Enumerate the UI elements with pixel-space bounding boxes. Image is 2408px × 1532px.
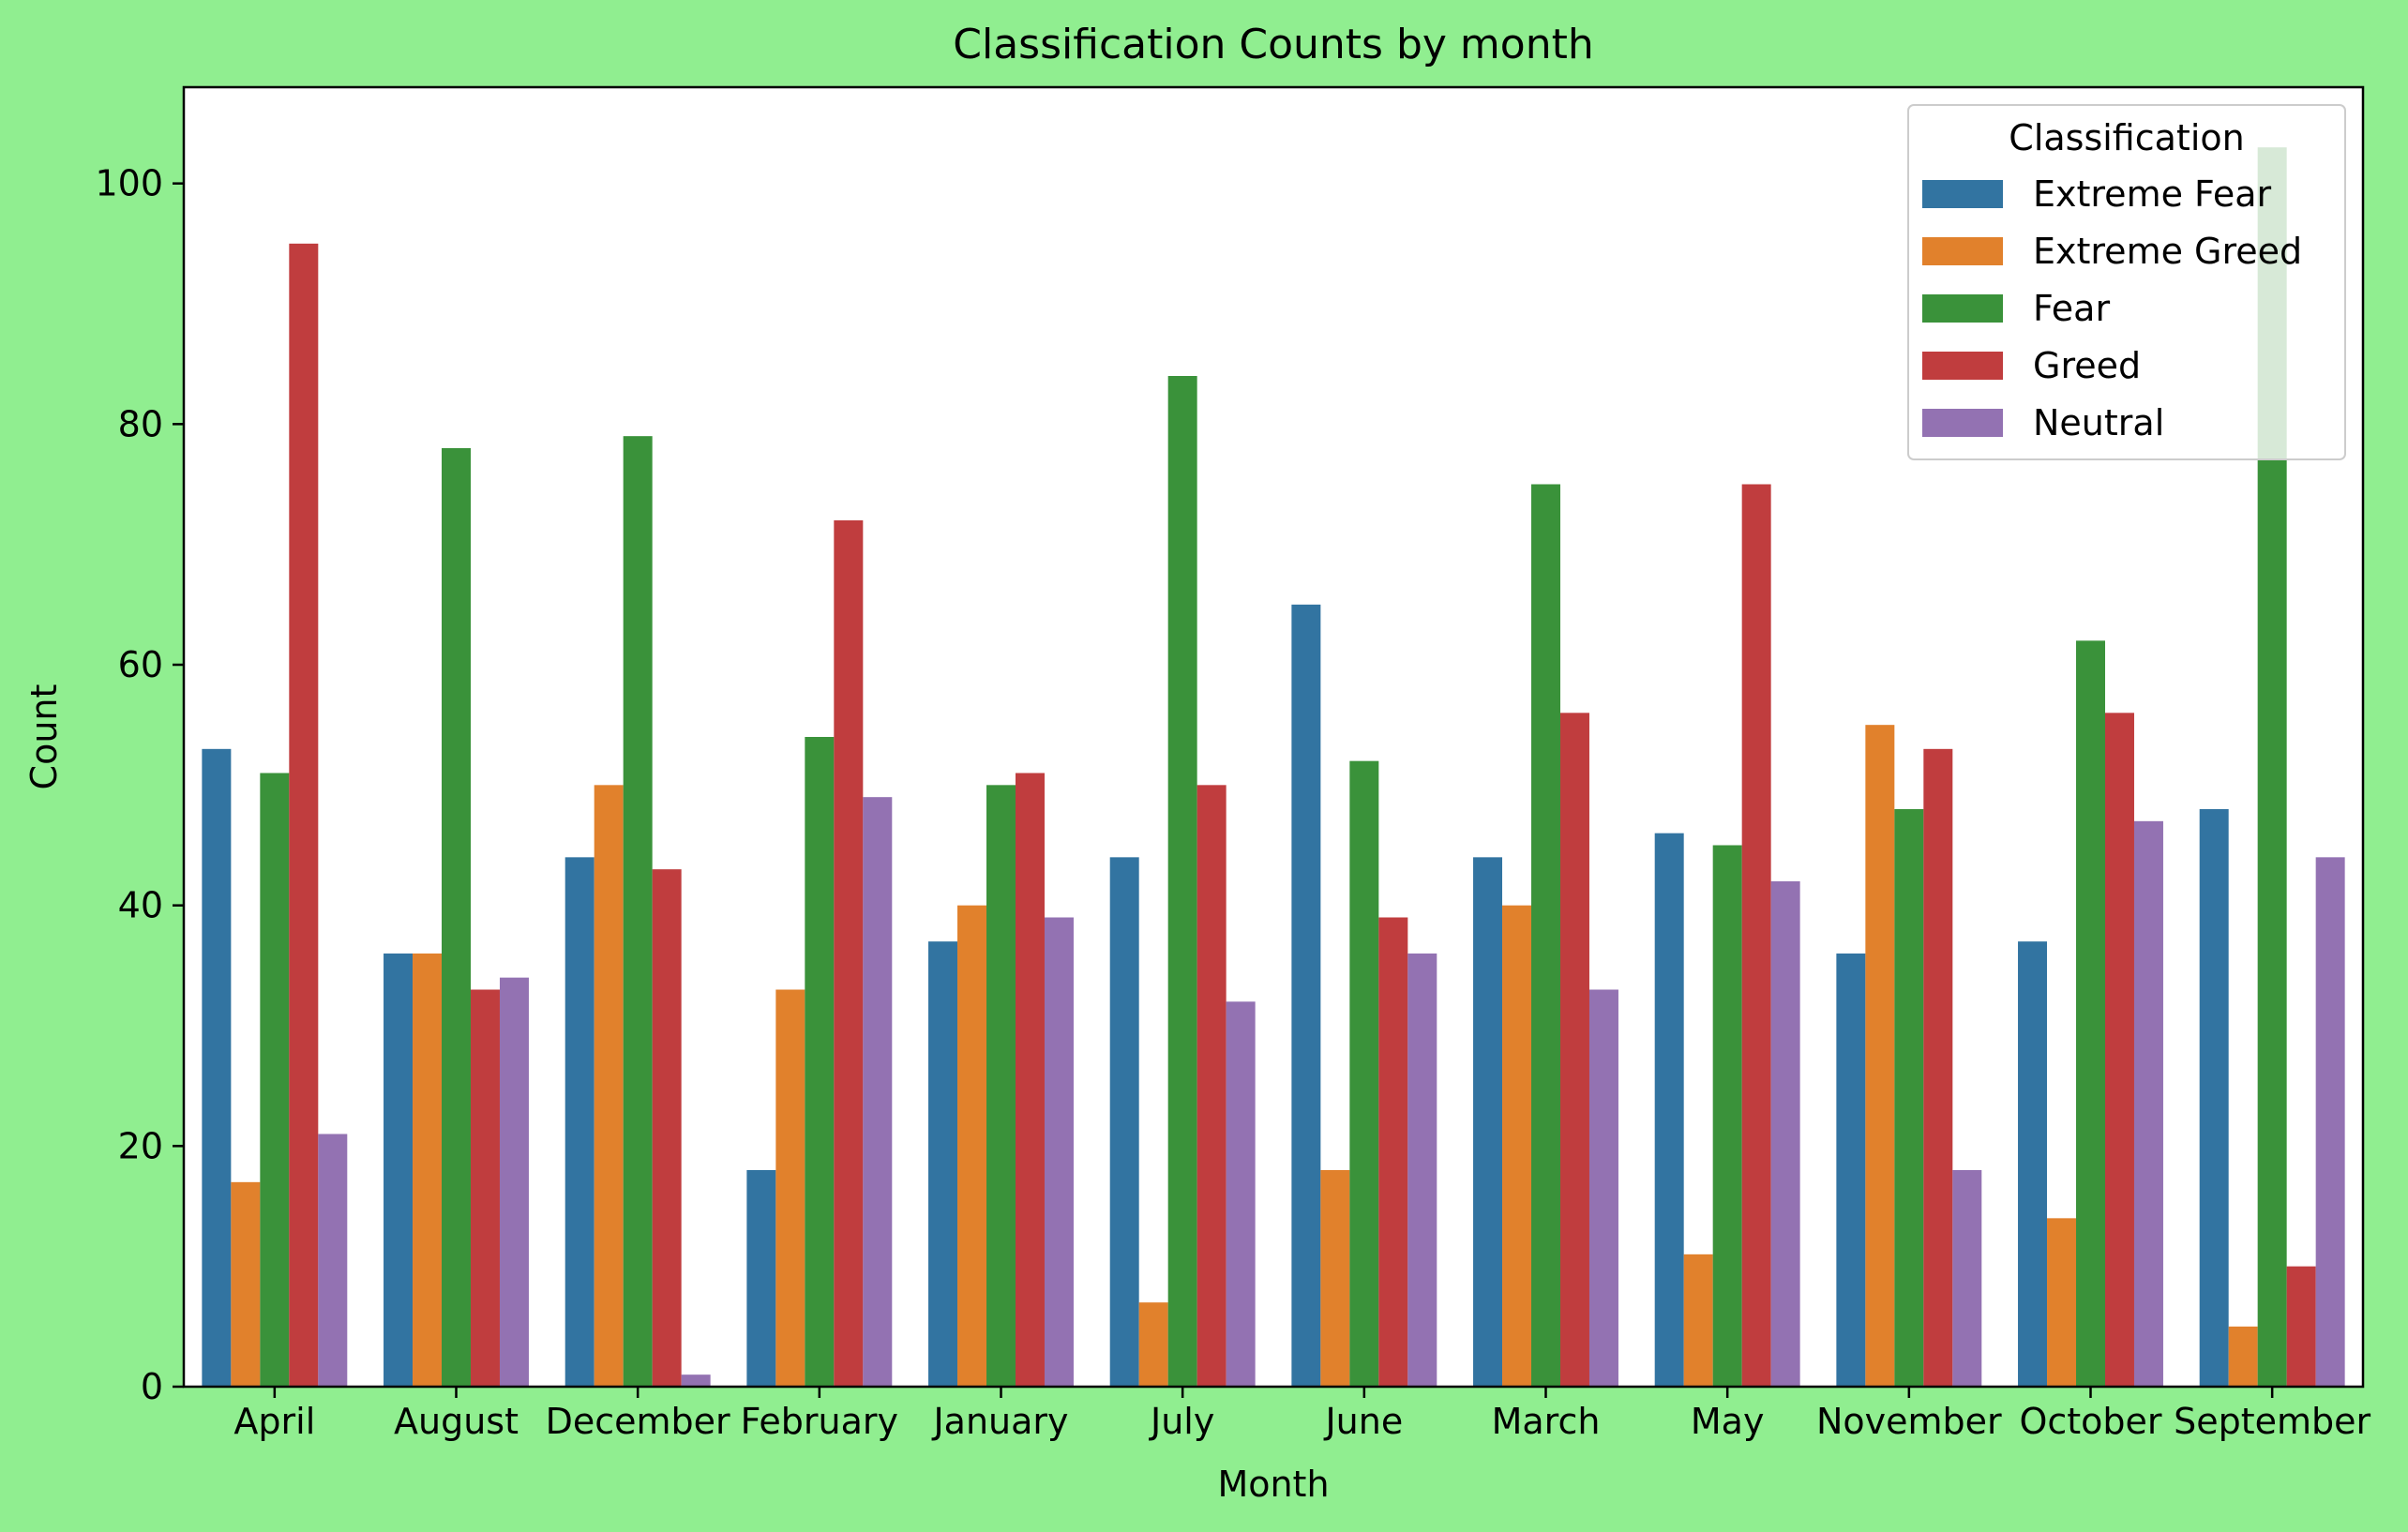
legend: Classification Extreme Fear Extreme Greed… bbox=[1907, 104, 2346, 460]
bar-greed-august bbox=[470, 989, 500, 1387]
bar-greed-april bbox=[289, 243, 319, 1388]
y-tick-label: 40 bbox=[118, 885, 163, 926]
bar-greed-february bbox=[834, 520, 864, 1387]
bar-extreme-fear-april bbox=[202, 748, 232, 1387]
y-ticks: 0 20 40 60 80 100 bbox=[95, 163, 184, 1407]
bar-neutral-march bbox=[1588, 989, 1618, 1387]
plot-frame bbox=[182, 85, 2365, 1389]
legend-label-fear: Fear bbox=[2033, 288, 2110, 329]
legend-swatch-fear bbox=[1922, 294, 2003, 323]
y-tick-label: 80 bbox=[118, 403, 163, 444]
bar-greed-november bbox=[1923, 748, 1953, 1387]
bar-neutral-april bbox=[318, 1134, 348, 1387]
bar-extreme-greed-january bbox=[957, 905, 987, 1387]
bar-neutral-november bbox=[1952, 1170, 1982, 1387]
bar-neutral-january bbox=[1044, 917, 1074, 1387]
bar-extreme-fear-march bbox=[1473, 857, 1503, 1387]
bar-neutral-december bbox=[681, 1374, 711, 1387]
legend-swatch-extreme-greed bbox=[1922, 237, 2003, 265]
bar-fear-february bbox=[805, 737, 835, 1387]
bar-fear-august bbox=[442, 448, 471, 1387]
x-tick-label: December bbox=[546, 1401, 730, 1442]
bar-fear-july bbox=[1167, 376, 1197, 1387]
x-ticks: April August December February January July Ju… bbox=[233, 1387, 2371, 1442]
bar-fear-march bbox=[1531, 484, 1560, 1387]
bar-extreme-greed-december bbox=[594, 785, 624, 1387]
x-tick-label: July bbox=[1149, 1401, 1214, 1442]
bar-neutral-february bbox=[863, 797, 893, 1387]
x-tick-label: October bbox=[2019, 1401, 2161, 1442]
legend-swatch-extreme-fear bbox=[1922, 180, 2003, 208]
bar-extreme-fear-june bbox=[1291, 604, 1321, 1387]
x-tick-label: August bbox=[394, 1401, 519, 1442]
x-tick-label: January bbox=[931, 1401, 1068, 1442]
bar-extreme-fear-may bbox=[1654, 833, 1684, 1387]
x-tick-label: March bbox=[1492, 1401, 1601, 1442]
y-tick-label: 100 bbox=[95, 163, 163, 204]
bar-greed-december bbox=[652, 869, 682, 1387]
bar-greed-may bbox=[1741, 484, 1771, 1387]
bar-neutral-august bbox=[499, 977, 529, 1387]
bar-fear-december bbox=[623, 436, 653, 1387]
bar-neutral-october bbox=[2133, 820, 2163, 1387]
legend-swatch-neutral bbox=[1922, 409, 2003, 437]
x-tick-label: April bbox=[233, 1401, 315, 1442]
x-tick-label: May bbox=[1691, 1401, 1765, 1442]
bar-greed-june bbox=[1378, 917, 1408, 1387]
chart-title: Classification Counts by month bbox=[953, 21, 1593, 68]
bars-group bbox=[202, 147, 2345, 1388]
bar-fear-june bbox=[1349, 760, 1379, 1387]
bar-extreme-greed-june bbox=[1320, 1170, 1350, 1387]
legend-label-extreme-greed: Extreme Greed bbox=[2033, 231, 2302, 272]
bar-neutral-june bbox=[1407, 954, 1437, 1387]
y-axis-label: Count bbox=[23, 684, 65, 790]
bar-neutral-july bbox=[1226, 1001, 1256, 1387]
bar-extreme-greed-september bbox=[2228, 1326, 2258, 1387]
bar-extreme-fear-july bbox=[1109, 857, 1139, 1387]
bar-greed-january bbox=[1015, 773, 1045, 1387]
bar-extreme-fear-september bbox=[2199, 809, 2229, 1387]
bar-extreme-fear-november bbox=[1836, 954, 1866, 1387]
legend-label-extreme-fear: Extreme Fear bbox=[2033, 173, 2271, 215]
x-tick-label: September bbox=[2174, 1401, 2370, 1442]
bar-extreme-greed-october bbox=[2047, 1218, 2077, 1387]
bar-extreme-greed-august bbox=[413, 954, 443, 1387]
bar-extreme-greed-april bbox=[231, 1181, 261, 1387]
x-tick-label: February bbox=[741, 1401, 898, 1442]
bar-extreme-fear-february bbox=[746, 1170, 776, 1387]
bar-extreme-fear-january bbox=[928, 941, 958, 1387]
y-tick-label: 60 bbox=[118, 644, 163, 685]
bar-extreme-fear-october bbox=[2018, 941, 2048, 1387]
bar-fear-april bbox=[260, 773, 290, 1387]
legend-items: Extreme Fear Extreme Greed Fear Greed Neutra… bbox=[1922, 173, 2302, 443]
legend-swatch-greed bbox=[1922, 352, 2003, 380]
bar-extreme-greed-february bbox=[775, 989, 805, 1387]
bar-greed-march bbox=[1559, 713, 1589, 1387]
bar-fear-october bbox=[2076, 640, 2105, 1387]
x-tick-label: June bbox=[1323, 1401, 1403, 1442]
bar-fear-november bbox=[1894, 809, 1924, 1387]
y-tick-label: 0 bbox=[141, 1366, 163, 1407]
bar-extreme-greed-may bbox=[1683, 1254, 1713, 1387]
y-tick-label: 20 bbox=[118, 1125, 163, 1166]
bar-extreme-greed-march bbox=[1502, 905, 1532, 1387]
bar-extreme-fear-december bbox=[564, 857, 594, 1387]
bar-neutral-may bbox=[1770, 881, 1800, 1387]
x-tick-label: November bbox=[1816, 1401, 2002, 1442]
legend-label-neutral: Neutral bbox=[2033, 402, 2164, 443]
bar-greed-september bbox=[2286, 1266, 2316, 1387]
legend-box bbox=[1907, 104, 2346, 460]
legend-label-greed: Greed bbox=[2033, 345, 2141, 386]
bar-extreme-greed-november bbox=[1865, 725, 1895, 1387]
legend-title: Classification bbox=[2009, 117, 2244, 158]
bar-extreme-fear-august bbox=[384, 954, 414, 1387]
bar-fear-may bbox=[1712, 845, 1742, 1387]
bar-greed-october bbox=[2104, 713, 2134, 1387]
bar-greed-july bbox=[1196, 785, 1227, 1387]
bar-neutral-september bbox=[2315, 857, 2345, 1387]
x-axis-label: Month bbox=[1217, 1464, 1329, 1505]
bar-fear-january bbox=[986, 785, 1016, 1387]
bar-extreme-greed-july bbox=[1138, 1302, 1168, 1387]
